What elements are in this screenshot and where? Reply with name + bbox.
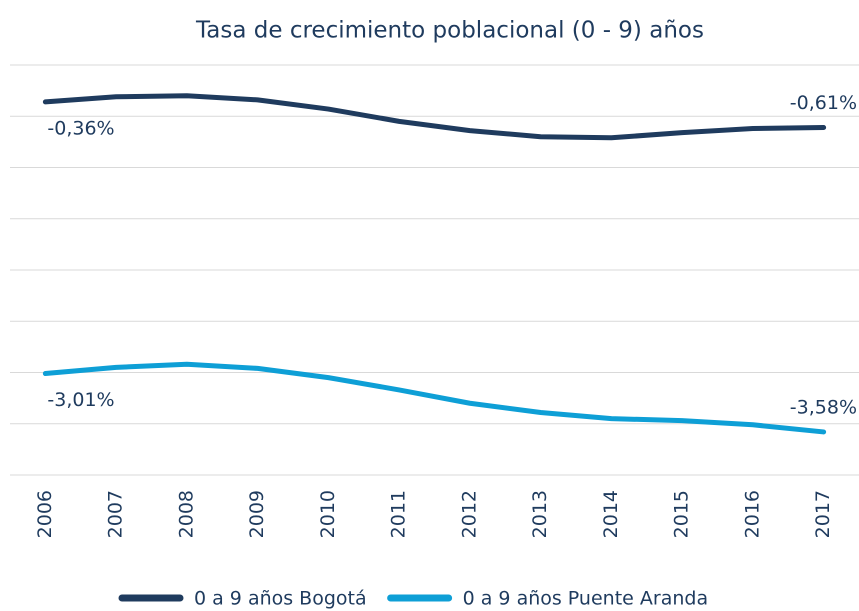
x-tick-label: 2009 [246, 490, 268, 538]
x-tick-label: 2011 [388, 490, 410, 538]
x-tick-label: 2017 [812, 490, 834, 538]
x-tick-label: 2007 [105, 490, 127, 538]
x-tick-label: 2016 [741, 490, 763, 538]
x-tick-label: 2015 [671, 490, 693, 538]
legend-label: 0 a 9 años Puente Aranda [463, 588, 708, 610]
data-label: -0,61% [790, 92, 857, 114]
x-tick-label: 2014 [600, 490, 622, 538]
legend-label: 0 a 9 años Bogotá [194, 588, 367, 610]
series-line [42, 361, 827, 435]
series-line [42, 93, 827, 141]
x-tick-label: 2013 [529, 490, 551, 538]
x-tick-label: 2010 [317, 490, 339, 538]
x-tick-label: 2008 [175, 490, 197, 538]
chart-title: Tasa de crecimiento poblacional (0 - 9) … [195, 18, 704, 44]
data-label: -3,01% [47, 389, 114, 411]
data-label: -3,58% [790, 396, 857, 418]
data-label: -0,36% [47, 117, 114, 139]
x-tick-label: 2006 [34, 490, 56, 538]
x-tick-label: 2012 [458, 490, 480, 538]
